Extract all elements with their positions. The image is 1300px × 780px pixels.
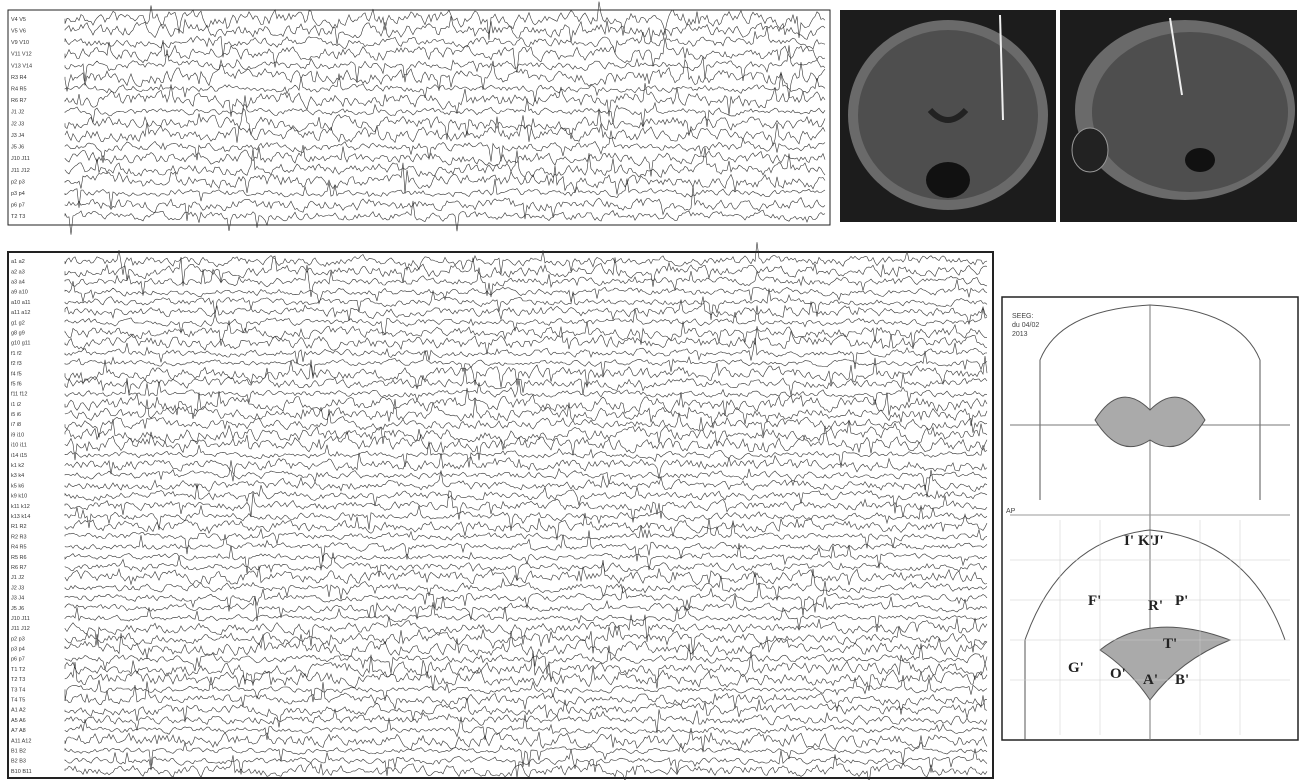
- channel-label: p3 p4: [11, 191, 25, 197]
- channel-label: R6 R7: [11, 565, 27, 571]
- electrode-label: J': [1152, 533, 1164, 549]
- channel-label: V13 V14: [11, 63, 32, 69]
- channel-label: g8 g9: [11, 330, 25, 336]
- channel-label: J11 J12: [11, 626, 30, 632]
- channel-label: i10 i11: [11, 443, 27, 449]
- channel-label: k13 k14: [11, 514, 30, 520]
- top-eeg-panel: [8, 10, 830, 225]
- electrode-label: O': [1110, 666, 1126, 682]
- channel-label: J2 J3: [11, 585, 24, 591]
- channel-label: g10 g11: [11, 341, 30, 347]
- channel-label: A11 A12: [11, 738, 31, 744]
- channel-label: V5 V6: [11, 28, 26, 34]
- channel-label: V9 V10: [11, 40, 29, 46]
- schematic-note: 2013: [1012, 331, 1028, 338]
- channel-label: J5 J6: [11, 145, 24, 151]
- channel-label: T3 T4: [11, 687, 25, 693]
- mri-coronal: [840, 10, 1056, 222]
- mri-sagittal: [1060, 10, 1297, 222]
- schematic-note: SEEG:: [1012, 313, 1033, 320]
- channel-label: R2 R3: [11, 534, 27, 540]
- figure: V4 V5 V5 V6 V9 V10 V11 V12 V13 V14 R3 R4 R4 R5…: [0, 0, 1300, 780]
- channel-label: T2 T3: [11, 677, 25, 683]
- channel-label: R3 R4: [11, 75, 27, 81]
- channel-label: a10 a11: [11, 300, 30, 306]
- channel-label: i1 i2: [11, 402, 21, 408]
- channel-label: T2 T3: [11, 214, 25, 220]
- electrode-label: G': [1068, 660, 1084, 676]
- channel-label: J10 J11: [11, 616, 30, 622]
- channel-label: i7 i8: [11, 422, 21, 428]
- channel-label: A5 A6: [11, 718, 26, 724]
- page: V4 V5 V5 V6 V9 V10 V11 V12 V13 V14 R3 R4 R4 R5…: [0, 0, 1300, 780]
- channel-label: a2 a3: [11, 269, 25, 275]
- view-label: AP: [1006, 508, 1016, 515]
- channel-label: k1 k2: [11, 463, 24, 469]
- channel-label: k9 k10: [11, 494, 27, 500]
- channel-label: A1 A2: [11, 708, 26, 714]
- channel-label: J3 J4: [11, 596, 24, 602]
- channel-label: B2 B3: [11, 759, 26, 765]
- channel-label: R4 R5: [11, 86, 27, 92]
- channel-label: f2 f3: [11, 361, 22, 367]
- channel-label: f11 f12: [11, 392, 27, 398]
- channel-label: k5 k6: [11, 483, 24, 489]
- channel-label: R6 R7: [11, 98, 27, 104]
- channel-label: g1 g2: [11, 320, 25, 326]
- channel-label: i14 i15: [11, 453, 27, 459]
- channel-label: a3 a4: [11, 279, 25, 285]
- channel-label: J10 J11: [11, 156, 30, 162]
- channel-label: a9 a10: [11, 290, 28, 296]
- electrode-label: I': [1124, 533, 1134, 549]
- seeg-schematic: SEEG:du 04/022013API'K'J'F'R'P'T'G'O'A'B…: [1002, 297, 1298, 740]
- electrode-label: P': [1175, 593, 1188, 609]
- channel-label: p6 p7: [11, 657, 25, 663]
- channel-label: T1 T2: [11, 667, 25, 673]
- channel-label: V11 V12: [11, 52, 32, 58]
- channel-label: a1 a2: [11, 259, 25, 265]
- channel-label: f4 f5: [11, 371, 22, 377]
- channel-label: J3 J4: [11, 133, 24, 139]
- channel-label: R4 R5: [11, 545, 27, 551]
- channel-label: A7 A8: [11, 728, 26, 734]
- channel-label: k3 k4: [11, 473, 24, 479]
- channel-label: a11 a12: [11, 310, 30, 316]
- channel-label: J11 J12: [11, 168, 30, 174]
- channel-label: J5 J6: [11, 606, 24, 612]
- channel-label: T4 T5: [11, 698, 25, 704]
- electrode-label: T': [1163, 636, 1177, 652]
- channel-label: R5 R6: [11, 555, 27, 561]
- channel-label: J2 J3: [11, 121, 24, 127]
- channel-label: p6 p7: [11, 203, 25, 209]
- electrode-label: R': [1148, 598, 1163, 614]
- schematic-note: du 04/02: [1012, 322, 1039, 329]
- channel-label: p3 p4: [11, 647, 25, 653]
- electrode-label: A': [1143, 672, 1158, 688]
- channel-label: k11 k12: [11, 504, 30, 510]
- electrode-label: B': [1175, 672, 1189, 688]
- channel-label: i9 i10: [11, 432, 24, 438]
- electrode-label: F': [1088, 593, 1101, 609]
- channel-label: p2 p3: [11, 636, 25, 642]
- channel-label: i5 i6: [11, 412, 21, 418]
- channel-label: V4 V5: [11, 17, 26, 23]
- channel-label: B10 B11: [11, 769, 32, 775]
- channel-label: R1 R2: [11, 524, 27, 530]
- channel-label: p2 p3: [11, 179, 25, 185]
- channel-label: J1 J2: [11, 575, 24, 581]
- channel-label: f1 f2: [11, 351, 22, 357]
- channel-label: J1 J2: [11, 110, 24, 116]
- channel-label: f5 f6: [11, 381, 22, 387]
- channel-label: B1 B2: [11, 749, 26, 755]
